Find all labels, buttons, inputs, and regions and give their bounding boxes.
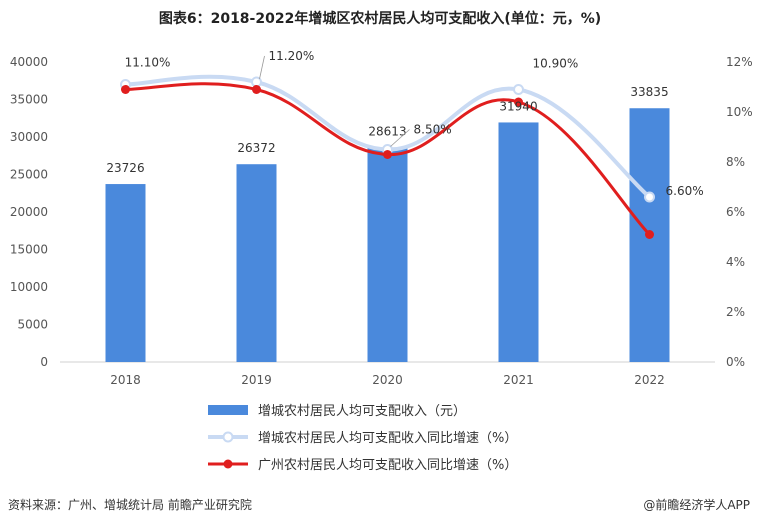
y-left-tick-label: 25000	[10, 168, 48, 182]
x-tick-label: 2022	[634, 373, 665, 387]
zengcheng-growth-line	[125, 74, 651, 199]
guangzhou-growth-point	[121, 85, 130, 94]
y-left-tick-label: 35000	[10, 93, 48, 107]
guangzhou-growth-line	[125, 82, 651, 236]
y-right-tick-label: 10%	[726, 105, 753, 119]
y-left-tick-label: 15000	[10, 243, 48, 257]
bar	[498, 122, 539, 362]
legend-guangzhou-marker	[223, 459, 233, 469]
chart-title: 图表6：2018-2022年增城区农村居民人均可支配收入(单位：元，%)	[158, 11, 602, 27]
zengcheng-growth-point	[513, 84, 524, 95]
bar-value-label: 31940	[499, 99, 537, 113]
y-left-tick-label: 0	[40, 355, 48, 369]
guangzhou-growth-point	[514, 97, 523, 107]
y-left-tick-label: 30000	[10, 130, 48, 144]
growth-value-label: 11.10%	[125, 56, 171, 70]
bar	[236, 164, 277, 362]
growth-value-label: 8.50%	[414, 123, 452, 137]
label-leader-line	[259, 55, 265, 80]
y-right-tick-label: 6%	[726, 205, 745, 219]
y-left-tick-label: 5000	[17, 318, 48, 332]
x-tick-label: 2019	[241, 373, 272, 387]
y-left-tick-label: 40000	[10, 55, 48, 69]
bar-value-label: 28613	[368, 124, 406, 138]
growth-value-label: 10.90%	[533, 57, 579, 71]
label-leader-line	[390, 129, 410, 147]
y-right-tick-label: 2%	[726, 305, 745, 319]
source-note: 资料来源：广州、增城统计局 前瞻产业研究院	[8, 498, 252, 512]
guangzhou-growth-point	[645, 230, 654, 239]
legend-bar-swatch	[208, 405, 248, 415]
y-left-tick-label: 10000	[10, 280, 48, 294]
bar-value-label: 23726	[106, 161, 144, 175]
bar	[367, 147, 408, 362]
bar	[105, 184, 146, 362]
zengcheng-growth-point	[644, 191, 655, 203]
y-left-tick-label: 20000	[10, 205, 48, 219]
guangzhou-growth-point	[252, 85, 261, 94]
x-tick-label: 2020	[372, 373, 403, 387]
y-right-tick-label: 4%	[726, 255, 745, 269]
x-tick-label: 2018	[110, 373, 141, 387]
y-right-tick-label: 12%	[726, 55, 753, 69]
bar-value-label: 26372	[237, 141, 275, 155]
brand-credit: @前瞻经济学人APP	[643, 498, 750, 512]
x-tick-label: 2021	[503, 373, 534, 387]
growth-value-label: 6.60%	[666, 184, 704, 198]
legend-entry-label: 增城农村居民人均可支配收入（元）	[258, 404, 466, 419]
legend-zengcheng-marker	[222, 431, 234, 443]
guangzhou-growth-point	[383, 150, 392, 159]
bar-value-label: 33835	[630, 85, 668, 99]
y-right-tick-label: 8%	[726, 155, 745, 169]
legend-entry-label: 增城农村居民人均可支配收入同比增速（%）	[258, 431, 517, 446]
y-right-tick-label: 0%	[726, 355, 745, 369]
legend-entry-label: 广州农村居民人均可支配收入同比增速（%）	[258, 458, 517, 473]
growth-value-label: 11.20%	[269, 49, 315, 63]
